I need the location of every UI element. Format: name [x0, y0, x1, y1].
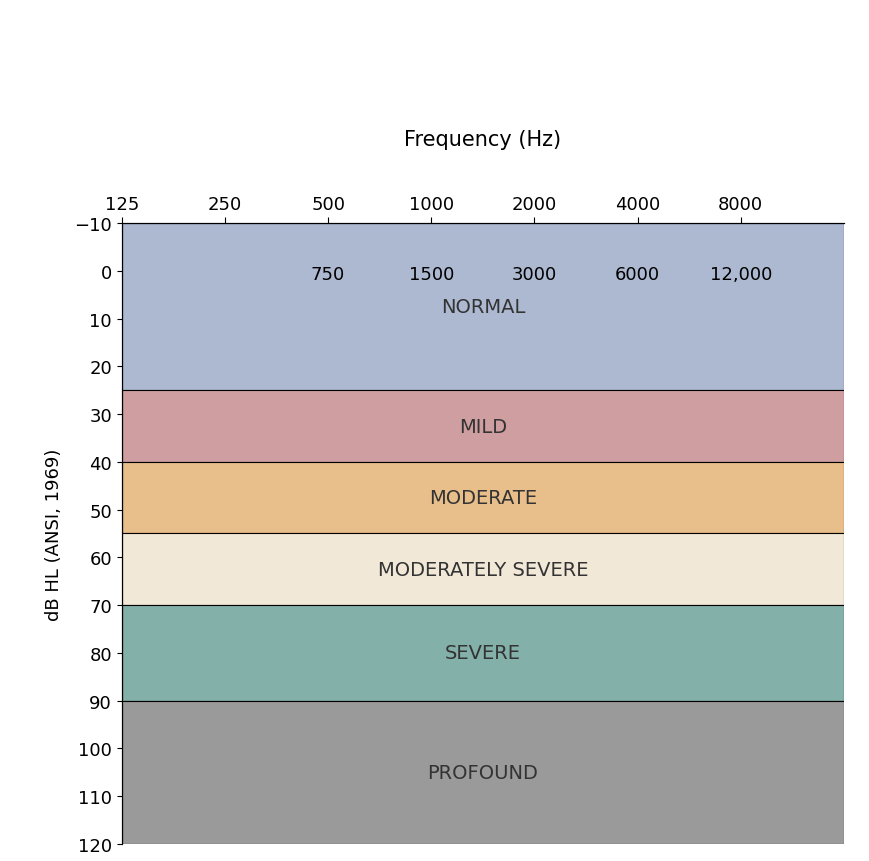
Text: MILD: MILD	[458, 417, 507, 436]
Bar	[122, 605, 843, 701]
Y-axis label: dB HL (ANSI, 1969): dB HL (ANSI, 1969)	[45, 448, 63, 620]
Text: PROFOUND: PROFOUND	[427, 763, 538, 782]
Bar	[122, 701, 843, 844]
Text: NORMAL: NORMAL	[441, 298, 524, 317]
Bar	[122, 534, 843, 605]
Text: 12,000: 12,000	[709, 265, 771, 283]
Bar	[122, 391, 843, 462]
Text: 6000: 6000	[614, 265, 660, 283]
Bar	[122, 462, 843, 534]
X-axis label: Frequency (Hz): Frequency (Hz)	[404, 129, 561, 150]
Text: 750: 750	[310, 265, 345, 283]
Text: 1500: 1500	[408, 265, 454, 283]
Text: MODERATELY SEVERE: MODERATELY SEVERE	[377, 561, 587, 579]
Text: 3000: 3000	[511, 265, 556, 283]
Bar	[122, 224, 843, 391]
Text: MODERATE: MODERATE	[428, 488, 536, 507]
Text: SEVERE: SEVERE	[444, 643, 521, 662]
